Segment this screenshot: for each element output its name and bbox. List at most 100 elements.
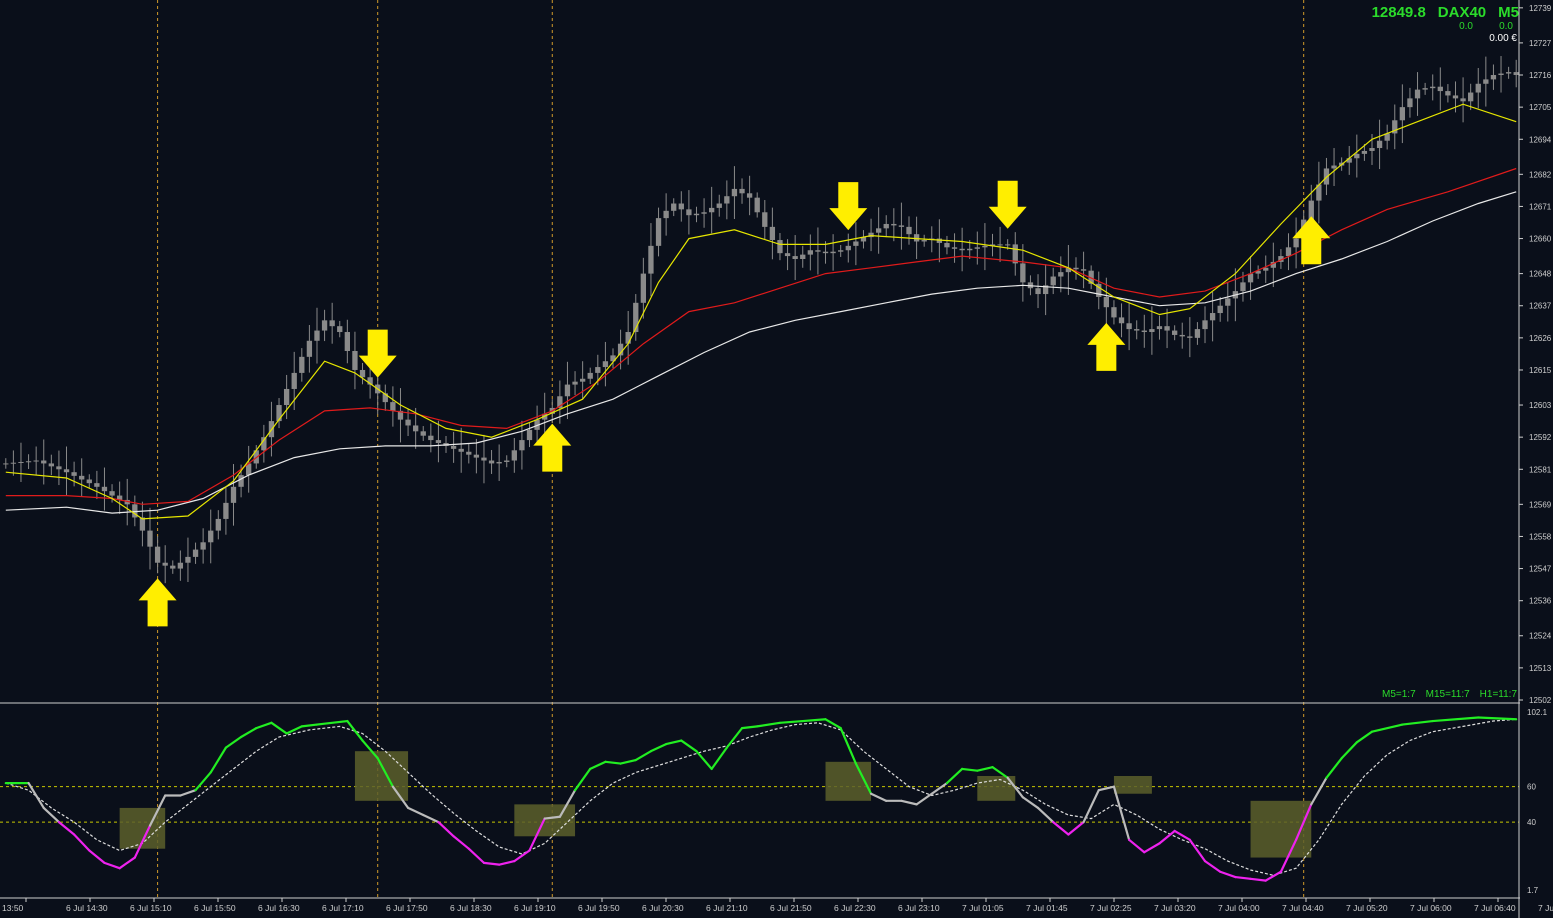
- candle-body: [238, 475, 244, 487]
- candle-body: [830, 251, 836, 254]
- oscillator-segment: [558, 789, 577, 818]
- time-tick-label: 7 Jul 06:00: [1410, 903, 1452, 913]
- oscillator-segment: [756, 721, 782, 728]
- time-tick-label: 7 Jul 03:20: [1154, 903, 1196, 913]
- oscillator-segment: [300, 723, 319, 728]
- candle-body: [215, 518, 221, 531]
- oscillator-segment: [1340, 741, 1358, 760]
- signal-arrow-down: [358, 329, 397, 378]
- oscillator-segment: [482, 861, 501, 866]
- candle-body: [1278, 256, 1284, 262]
- candle-body: [1316, 184, 1322, 201]
- candle-body: [602, 361, 609, 368]
- candle-body: [428, 435, 434, 441]
- oscillator-segment: [179, 789, 197, 797]
- price-tick-label: 12569: [1529, 500, 1552, 509]
- time-tick-label: 6 Jul 20:30: [642, 903, 684, 913]
- oscillator-segment: [1325, 757, 1343, 779]
- oscillator-segment: [391, 785, 410, 810]
- candle-body: [359, 369, 366, 378]
- candle-body: [891, 223, 897, 226]
- oscillator-segment: [315, 719, 349, 726]
- candle-body: [412, 425, 419, 432]
- oscillator-segment: [57, 820, 76, 836]
- tf-h1: H1=11:7: [1479, 689, 1517, 700]
- candle-body: [124, 499, 130, 505]
- timeframe-status: M5=1:7 M15=11:7 H1=11:7: [1382, 689, 1517, 700]
- candle-body: [25, 461, 32, 463]
- candle-body: [1088, 270, 1094, 284]
- signal-arrow-down: [829, 182, 868, 231]
- time-tick-label: 6 Jul 17:50: [386, 903, 428, 913]
- time-tick-label: 6 Jul 16:30: [258, 903, 300, 913]
- oscillator-segment: [665, 739, 683, 746]
- candle-body: [1225, 298, 1231, 306]
- candle-body: [458, 448, 464, 452]
- candle-body: [86, 479, 92, 484]
- candle-body: [1058, 272, 1064, 277]
- oscillator-segment: [543, 815, 561, 820]
- price-tick-label: 12671: [1529, 202, 1552, 211]
- candle-body: [1073, 267, 1079, 270]
- price-tick-label: 12682: [1529, 170, 1552, 179]
- candle-body: [579, 378, 586, 382]
- candle-body: [1096, 283, 1102, 297]
- candle-body: [200, 542, 206, 550]
- candle-body: [898, 225, 905, 227]
- candle-body: [1498, 73, 1504, 76]
- oscillator-segment: [239, 727, 258, 739]
- timeframe-label: M5: [1498, 4, 1519, 21]
- sub-value-2: 0.0: [1499, 21, 1513, 32]
- candle-body: [671, 203, 677, 211]
- candle-body: [3, 463, 9, 465]
- candle-body: [1407, 98, 1413, 108]
- time-tick-label: 7 Jul 04:40: [1282, 903, 1324, 913]
- candle-body: [1020, 263, 1026, 283]
- oscillator-segment: [1173, 829, 1191, 841]
- candle-body: [1103, 296, 1110, 308]
- oscillator-segment: [224, 735, 243, 749]
- time-tick-label: 6 Jul 19:50: [578, 903, 620, 913]
- candle-body: [1134, 329, 1140, 331]
- candle-body: [1361, 150, 1368, 154]
- price-tick-label: 12660: [1529, 235, 1552, 244]
- candle-body: [344, 332, 351, 351]
- oscillator-segment: [589, 760, 607, 771]
- candle-body: [838, 250, 844, 252]
- oscillator-segment: [73, 833, 91, 852]
- oscillator-segment: [1370, 723, 1404, 733]
- candle-body: [170, 565, 176, 569]
- candle-body: [959, 248, 965, 251]
- oscillator-segment: [42, 806, 61, 824]
- candle-body: [944, 242, 950, 248]
- time-tick-label: 6 Jul 17:10: [322, 903, 364, 913]
- candle-body: [610, 355, 616, 362]
- ma-fast-line: [5, 103, 1517, 520]
- candle-body: [1171, 330, 1178, 335]
- candle-body: [883, 223, 889, 229]
- candle-body: [1452, 95, 1459, 99]
- signal-arrow-down: [988, 180, 1027, 229]
- candle-body: [655, 218, 662, 246]
- candle-body: [746, 193, 753, 198]
- candle-body: [420, 431, 426, 436]
- candle-body: [1369, 148, 1375, 151]
- candle-body: [982, 245, 988, 248]
- candle-body: [352, 351, 358, 370]
- candle-body: [534, 419, 540, 430]
- oscillator-segment: [1203, 860, 1222, 873]
- oscillator-segment: [1477, 716, 1518, 721]
- candle-body: [435, 440, 442, 443]
- candle-body: [1376, 140, 1383, 149]
- oscillator-segment: [270, 721, 288, 735]
- oscillator-segment: [1097, 785, 1116, 792]
- tf-m15: M15=11:7: [1425, 689, 1470, 700]
- oscillator-segment: [1128, 838, 1146, 854]
- candle-body: [1005, 244, 1011, 246]
- time-tick-label: 6 Jul 21:50: [770, 903, 812, 913]
- oscillator-signal-line: [5, 718, 1517, 876]
- signal-arrow-up: [1292, 216, 1331, 265]
- candle-body: [648, 245, 654, 274]
- candle-body: [617, 343, 624, 356]
- oscillator-segment: [1279, 838, 1298, 873]
